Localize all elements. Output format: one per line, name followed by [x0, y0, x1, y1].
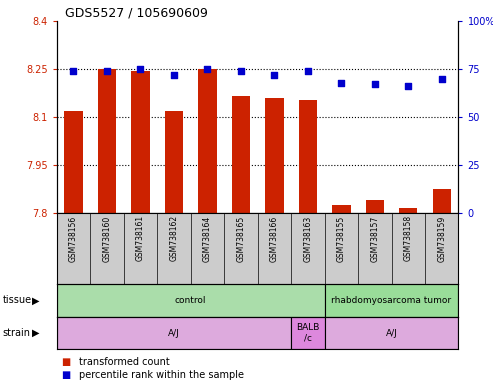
- Bar: [198, 69, 216, 213]
- Text: GSM738165: GSM738165: [236, 215, 246, 262]
- Text: GSM738158: GSM738158: [404, 215, 413, 262]
- Point: [337, 79, 345, 86]
- Text: GSM738163: GSM738163: [303, 215, 313, 262]
- Bar: [291, 317, 324, 349]
- Text: percentile rank within the sample: percentile rank within the sample: [79, 370, 244, 381]
- Bar: [324, 317, 458, 349]
- Text: transformed count: transformed count: [79, 356, 170, 367]
- Text: GSM738166: GSM738166: [270, 215, 279, 262]
- Text: A/J: A/J: [386, 329, 397, 338]
- Text: GSM738155: GSM738155: [337, 215, 346, 262]
- Text: GSM738160: GSM738160: [103, 215, 111, 262]
- Bar: [165, 111, 183, 213]
- Text: BALB
/c: BALB /c: [296, 323, 319, 343]
- Point: [103, 68, 111, 74]
- Text: GSM738162: GSM738162: [170, 215, 178, 262]
- Bar: [57, 284, 324, 317]
- Text: ■: ■: [62, 356, 71, 367]
- Text: ▶: ▶: [32, 328, 40, 338]
- Point: [170, 72, 178, 78]
- Bar: [57, 317, 291, 349]
- Text: GSM738157: GSM738157: [370, 215, 379, 262]
- Point: [70, 68, 77, 74]
- Text: strain: strain: [2, 328, 31, 338]
- Point: [438, 76, 446, 82]
- Text: GSM738164: GSM738164: [203, 215, 212, 262]
- Bar: [366, 200, 384, 213]
- Bar: [299, 99, 317, 213]
- Bar: [432, 189, 451, 213]
- Text: tissue: tissue: [2, 295, 32, 306]
- Point: [204, 66, 211, 72]
- Bar: [265, 98, 283, 213]
- Text: GSM738156: GSM738156: [69, 215, 78, 262]
- Text: ■: ■: [62, 370, 71, 381]
- Text: A/J: A/J: [168, 329, 180, 338]
- Text: GDS5527 / 105690609: GDS5527 / 105690609: [65, 7, 208, 20]
- Text: rhabdomyosarcoma tumor: rhabdomyosarcoma tumor: [331, 296, 452, 305]
- Point: [404, 83, 412, 89]
- Point: [270, 72, 278, 78]
- Point: [371, 81, 379, 88]
- Bar: [64, 111, 83, 213]
- Text: control: control: [175, 296, 207, 305]
- Point: [137, 66, 144, 72]
- Bar: [332, 205, 351, 213]
- Bar: [232, 96, 250, 213]
- Point: [237, 68, 245, 74]
- Bar: [98, 69, 116, 213]
- Text: GSM738159: GSM738159: [437, 215, 446, 262]
- Text: ▶: ▶: [32, 295, 40, 306]
- Bar: [324, 284, 458, 317]
- Bar: [131, 71, 149, 213]
- Point: [304, 68, 312, 74]
- Bar: [399, 208, 418, 213]
- Text: GSM738161: GSM738161: [136, 215, 145, 262]
